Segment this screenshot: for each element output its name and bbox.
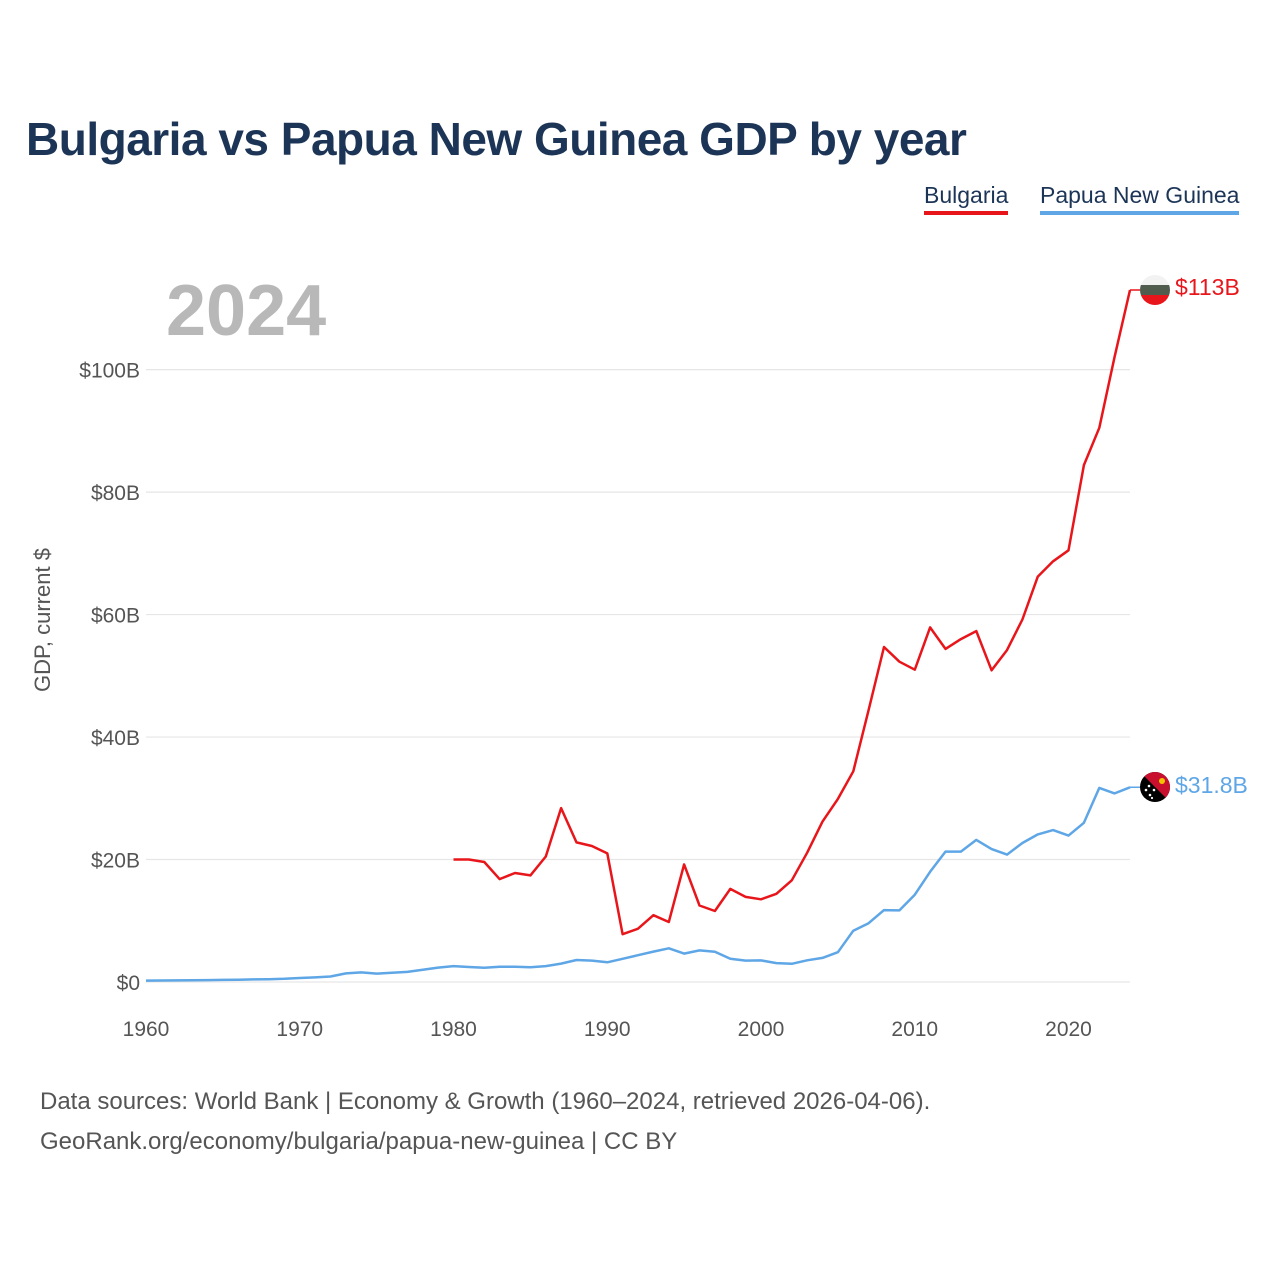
y-axis-label: GDP, current $ [30,548,55,692]
x-tick-label: 1990 [584,1018,631,1041]
x-tick-label: 2000 [738,1018,785,1041]
gdp-line-chart: $0 $20B $40B $60B $80B $100B 1960 1970 1980 1990 2… [30,274,1248,1041]
footer-sources: Data sources: World Bank | Economy & Gro… [40,1088,931,1115]
chart-title: Bulgaria vs Papua New Guinea GDP by year [26,113,967,165]
series-lines [145,289,1140,982]
gridlines [146,369,1130,983]
x-tick-label: 2010 [891,1018,938,1041]
bulgaria-end-label: $113B [1175,274,1240,300]
series-line-papua-new-guinea [145,786,1131,982]
y-tick-label: $100B [79,360,140,383]
x-tick-label: 2020 [1045,1018,1092,1041]
y-tick-label: $20B [91,850,140,873]
papua-new-guinea-end-label: $31.8B [1175,772,1248,798]
y-tick-label: $40B [91,727,140,750]
legend-item-papua-new-guinea[interactable]: Papua New Guinea [1040,182,1240,215]
x-tick-label: 1980 [430,1018,477,1041]
bulgaria-flag-icon [1140,275,1170,305]
papua-new-guinea-flag-icon [1140,772,1170,802]
year-label: 2024 [166,271,327,351]
footer-link[interactable]: GeoRank.org/economy/bulgaria/papua-new-g… [40,1128,678,1155]
y-tick-label: $0 [117,972,140,995]
axes: $0 $20B $40B $60B $80B $100B 1960 1970 1980 1990 2… [79,360,1092,1041]
y-tick-label: $80B [91,482,140,505]
y-tick-label: $60B [91,605,140,628]
x-tick-label: 1970 [276,1018,323,1041]
x-tick-label: 1960 [123,1018,170,1041]
legend-item-bulgaria[interactable]: Bulgaria [924,182,1009,215]
series-line-bulgaria [453,289,1132,936]
footer: Data sources: World Bank | Economy & Gro… [40,1082,930,1162]
